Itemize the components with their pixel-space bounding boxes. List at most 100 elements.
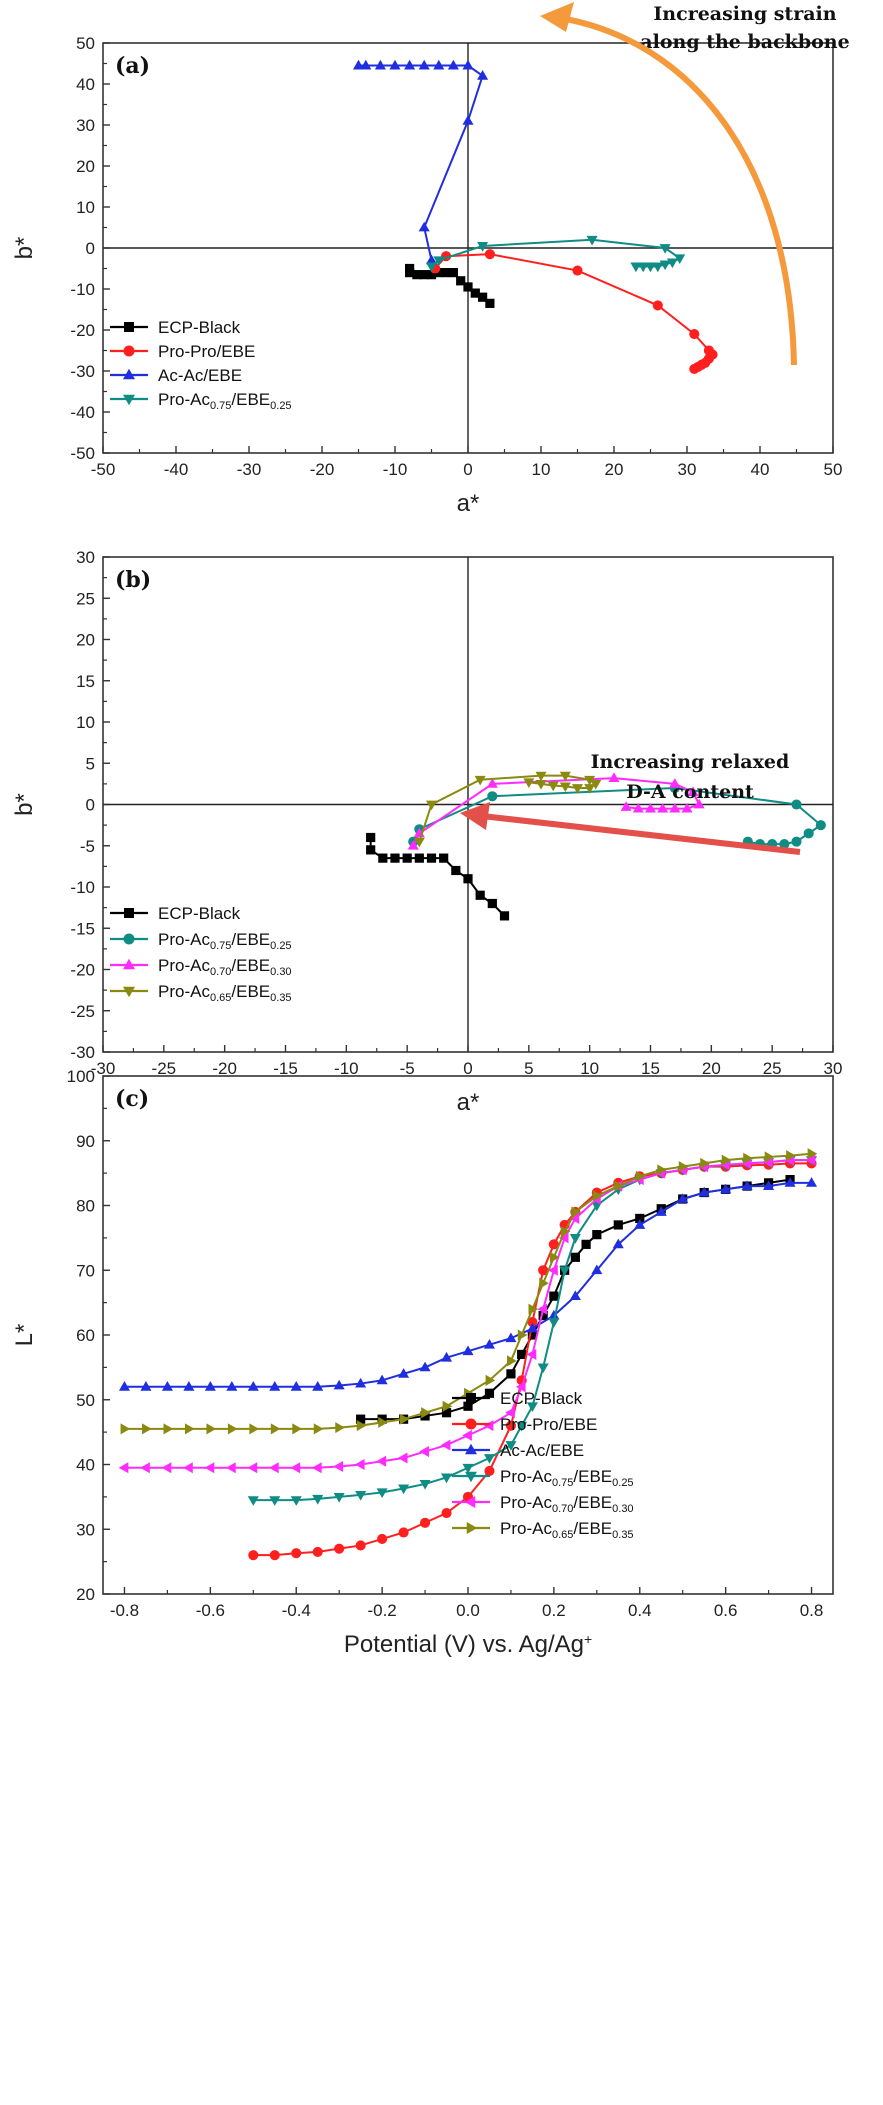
data-point bbox=[312, 1546, 323, 1557]
x-tick-label: 10 bbox=[532, 460, 551, 479]
plot-frame bbox=[102, 1075, 834, 1595]
data-point bbox=[184, 1423, 195, 1435]
data-point bbox=[312, 1494, 324, 1505]
legend-label: Pro-Pro/EBE bbox=[158, 342, 255, 361]
data-point bbox=[462, 1463, 474, 1474]
data-point bbox=[526, 1348, 537, 1360]
data-point bbox=[693, 798, 705, 809]
data-point bbox=[590, 779, 602, 790]
data-point bbox=[569, 1233, 581, 1244]
legend-label: Pro-Ac0.65/EBE0.35 bbox=[500, 1519, 634, 1541]
data-point bbox=[290, 1381, 302, 1391]
data-point bbox=[183, 1462, 193, 1474]
data-point bbox=[292, 1423, 302, 1435]
data-point bbox=[535, 779, 547, 790]
legend-label: ECP-Black bbox=[158, 318, 241, 337]
y-tick-label: 90 bbox=[76, 1132, 95, 1151]
legend-label: Pro-Ac0.70/EBE0.30 bbox=[158, 956, 292, 978]
data-point bbox=[313, 1423, 324, 1435]
x-tick-label: -20 bbox=[310, 460, 335, 479]
x-tick-label: -0.4 bbox=[282, 1601, 311, 1620]
y-tick-label: -5 bbox=[80, 837, 95, 856]
y-tick-label: 20 bbox=[76, 631, 95, 650]
data-point bbox=[635, 1213, 645, 1224]
data-point bbox=[356, 1414, 366, 1424]
data-point bbox=[505, 1332, 517, 1343]
data-point bbox=[548, 1309, 560, 1320]
data-point bbox=[270, 1423, 281, 1435]
x-tick-label: -0.8 bbox=[110, 1601, 139, 1620]
legend-mid: /EBE bbox=[231, 390, 270, 409]
data-point bbox=[477, 242, 489, 252]
data-point bbox=[517, 1349, 527, 1360]
data-point bbox=[657, 802, 669, 813]
data-point bbox=[478, 292, 488, 302]
data-point bbox=[612, 1238, 624, 1249]
data-point bbox=[206, 1423, 217, 1435]
data-point bbox=[805, 1154, 816, 1166]
data-point bbox=[440, 1439, 451, 1451]
data-point bbox=[426, 853, 437, 863]
data-point bbox=[655, 1206, 667, 1216]
data-point bbox=[560, 1225, 571, 1237]
data-point bbox=[528, 1303, 539, 1315]
data-point bbox=[720, 1183, 732, 1194]
series-pro_ac_75 bbox=[408, 782, 826, 850]
data-point bbox=[484, 1388, 495, 1398]
legend-sub: 0.65 bbox=[210, 992, 231, 1004]
y-tick-label: 20 bbox=[76, 157, 95, 176]
x-tick-label: -30 bbox=[91, 1059, 116, 1078]
data-point bbox=[462, 1429, 472, 1441]
data-point bbox=[418, 59, 430, 70]
data-point bbox=[791, 799, 802, 810]
data-point bbox=[204, 1462, 215, 1474]
data-point bbox=[448, 268, 458, 278]
data-point bbox=[559, 771, 571, 782]
data-point bbox=[389, 59, 401, 70]
y-tick-label: 30 bbox=[76, 548, 95, 567]
data-point bbox=[419, 1446, 429, 1458]
data-point bbox=[398, 1368, 410, 1378]
legend: ECP-Black Pro-Ac0.75/EBE0.25 Pro-Ac0.70/EB… bbox=[110, 904, 292, 1004]
data-point bbox=[463, 282, 473, 292]
data-point bbox=[591, 1201, 603, 1212]
annotation-arrowhead bbox=[460, 802, 490, 830]
legend-sub: 0.25 bbox=[270, 400, 291, 412]
data-point bbox=[161, 1381, 173, 1391]
data-point bbox=[764, 1151, 775, 1163]
data-point bbox=[637, 262, 649, 273]
data-point bbox=[419, 270, 429, 280]
data-point bbox=[548, 1318, 560, 1328]
y-tick-label: -20 bbox=[70, 961, 95, 980]
x-axis-label-sup: + bbox=[584, 1631, 592, 1647]
data-point bbox=[425, 262, 438, 273]
data-point bbox=[360, 59, 372, 70]
y-tick-label: 5 bbox=[86, 754, 95, 773]
x-tick-label: -0.6 bbox=[196, 1601, 225, 1620]
data-point bbox=[700, 1157, 710, 1169]
series-pro_pro bbox=[430, 249, 718, 375]
data-point bbox=[163, 1423, 174, 1435]
data-point bbox=[333, 1460, 344, 1472]
panel-label: (a) bbox=[115, 53, 150, 79]
data-point bbox=[681, 802, 693, 813]
data-point bbox=[161, 1462, 172, 1474]
legend-mid: /EBE bbox=[231, 956, 270, 975]
data-point bbox=[592, 1230, 602, 1240]
data-point bbox=[786, 1150, 796, 1162]
data-point bbox=[539, 1277, 549, 1289]
data-point bbox=[354, 1458, 365, 1471]
legend-mid: /EBE bbox=[231, 930, 270, 949]
data-point bbox=[678, 1161, 689, 1173]
data-point bbox=[142, 1423, 152, 1435]
legend-sub: 0.70 bbox=[210, 966, 231, 978]
data-point bbox=[535, 771, 547, 782]
y-tick-label: -15 bbox=[70, 919, 95, 938]
data-point bbox=[613, 1220, 623, 1230]
data-point bbox=[507, 1355, 517, 1367]
data-point bbox=[548, 1264, 558, 1276]
data-point bbox=[803, 828, 814, 839]
y-tick-label: 0 bbox=[86, 239, 95, 258]
x-tick-label: 0.4 bbox=[628, 1601, 652, 1620]
x-tick-label: -0.2 bbox=[367, 1601, 396, 1620]
